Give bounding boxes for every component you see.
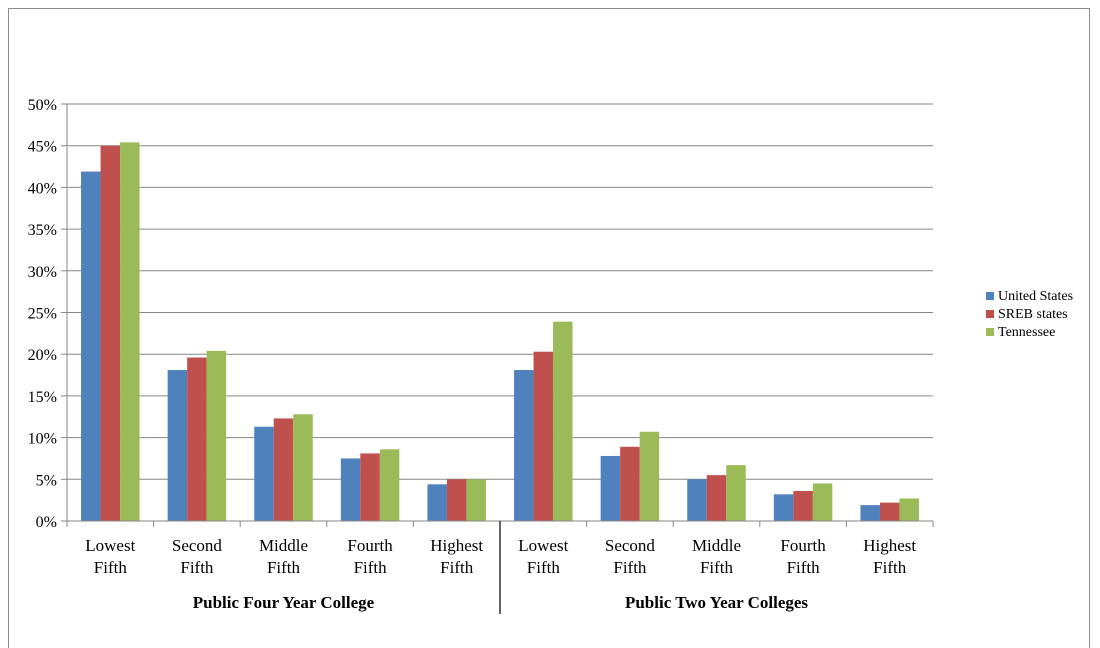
bar [293, 414, 313, 521]
y-tick-label: 30% [28, 264, 57, 281]
bar [446, 479, 467, 521]
x-category-label: Fourth [347, 536, 393, 555]
bar [206, 350, 227, 521]
bar [600, 455, 621, 521]
bar [514, 370, 534, 521]
y-tick-label: 10% [28, 431, 57, 448]
y-tick-label: 40% [28, 180, 57, 197]
bar [167, 370, 188, 521]
y-tick-label: 25% [28, 306, 57, 323]
y-tick-label: 50% [28, 97, 57, 114]
x-category-label: Middle [692, 536, 741, 555]
bar [639, 431, 660, 521]
x-category-label: Fourth [780, 536, 826, 555]
group-label: Public Two Year Colleges [625, 593, 808, 612]
x-category-label: Middle [259, 536, 308, 555]
bar [360, 453, 380, 521]
bar [533, 351, 554, 521]
legend-swatch [986, 310, 994, 318]
axes [66, 104, 934, 614]
bar [273, 418, 294, 521]
y-tick-label: 0% [36, 514, 57, 531]
bar [340, 458, 361, 521]
x-category-label: Second [172, 536, 223, 555]
x-category-label: Highest [430, 536, 483, 555]
x-category-label: Lowest [518, 536, 568, 555]
bar [254, 426, 274, 521]
bar [100, 145, 121, 521]
bar [427, 484, 447, 521]
x-axis-labels: Lowest Fifth Second Fifth Middle Fifth Fourth F… [85, 536, 916, 612]
bar [553, 321, 573, 521]
y-tick-label: 5% [36, 472, 57, 489]
x-category-label: Highest [863, 536, 916, 555]
bar [879, 502, 900, 521]
legend-label: SREB states [998, 307, 1068, 322]
bar [466, 479, 486, 521]
bar [187, 357, 207, 521]
legend: United States SREB states Tennessee [986, 289, 1073, 340]
bar [726, 465, 746, 521]
bar [793, 490, 813, 521]
bar [899, 498, 919, 521]
bar [706, 475, 727, 521]
x-category-label: Fifth [873, 558, 907, 577]
x-category-label: Fifth [613, 558, 647, 577]
y-tick-label: 15% [28, 389, 57, 406]
x-category-label: Fifth [527, 558, 561, 577]
bar [773, 494, 794, 521]
bar [687, 479, 707, 521]
chart-frame [8, 8, 1090, 648]
x-category-label: Fifth [440, 558, 474, 577]
x-category-label: Fifth [787, 558, 821, 577]
y-tick-label: 45% [28, 139, 57, 156]
y-tick-label: 20% [28, 347, 57, 364]
bar [620, 446, 640, 521]
x-category-label: Fifth [94, 558, 128, 577]
x-category-label: Fifth [700, 558, 734, 577]
legend-label: Tennessee [998, 325, 1055, 340]
group-label: Public Four Year College [193, 593, 375, 612]
legend-label: United States [998, 289, 1073, 304]
x-category-label: Lowest [85, 536, 135, 555]
bar [860, 505, 880, 521]
y-tick-label: 35% [28, 222, 57, 239]
legend-swatch [986, 292, 994, 300]
legend-swatch [986, 328, 994, 336]
x-category-label: Fifth [354, 558, 388, 577]
x-category-label: Second [605, 536, 656, 555]
bar [120, 142, 140, 521]
x-category-label: Fifth [180, 558, 214, 577]
bar [81, 171, 101, 521]
bar [379, 449, 400, 521]
x-category-label: Fifth [267, 558, 301, 577]
bar [812, 483, 833, 521]
bars [81, 142, 919, 521]
y-axis-ticks: 0% 5% 10% 15% 20% 25% 30% 35% 40% 45% 50% [28, 97, 67, 531]
